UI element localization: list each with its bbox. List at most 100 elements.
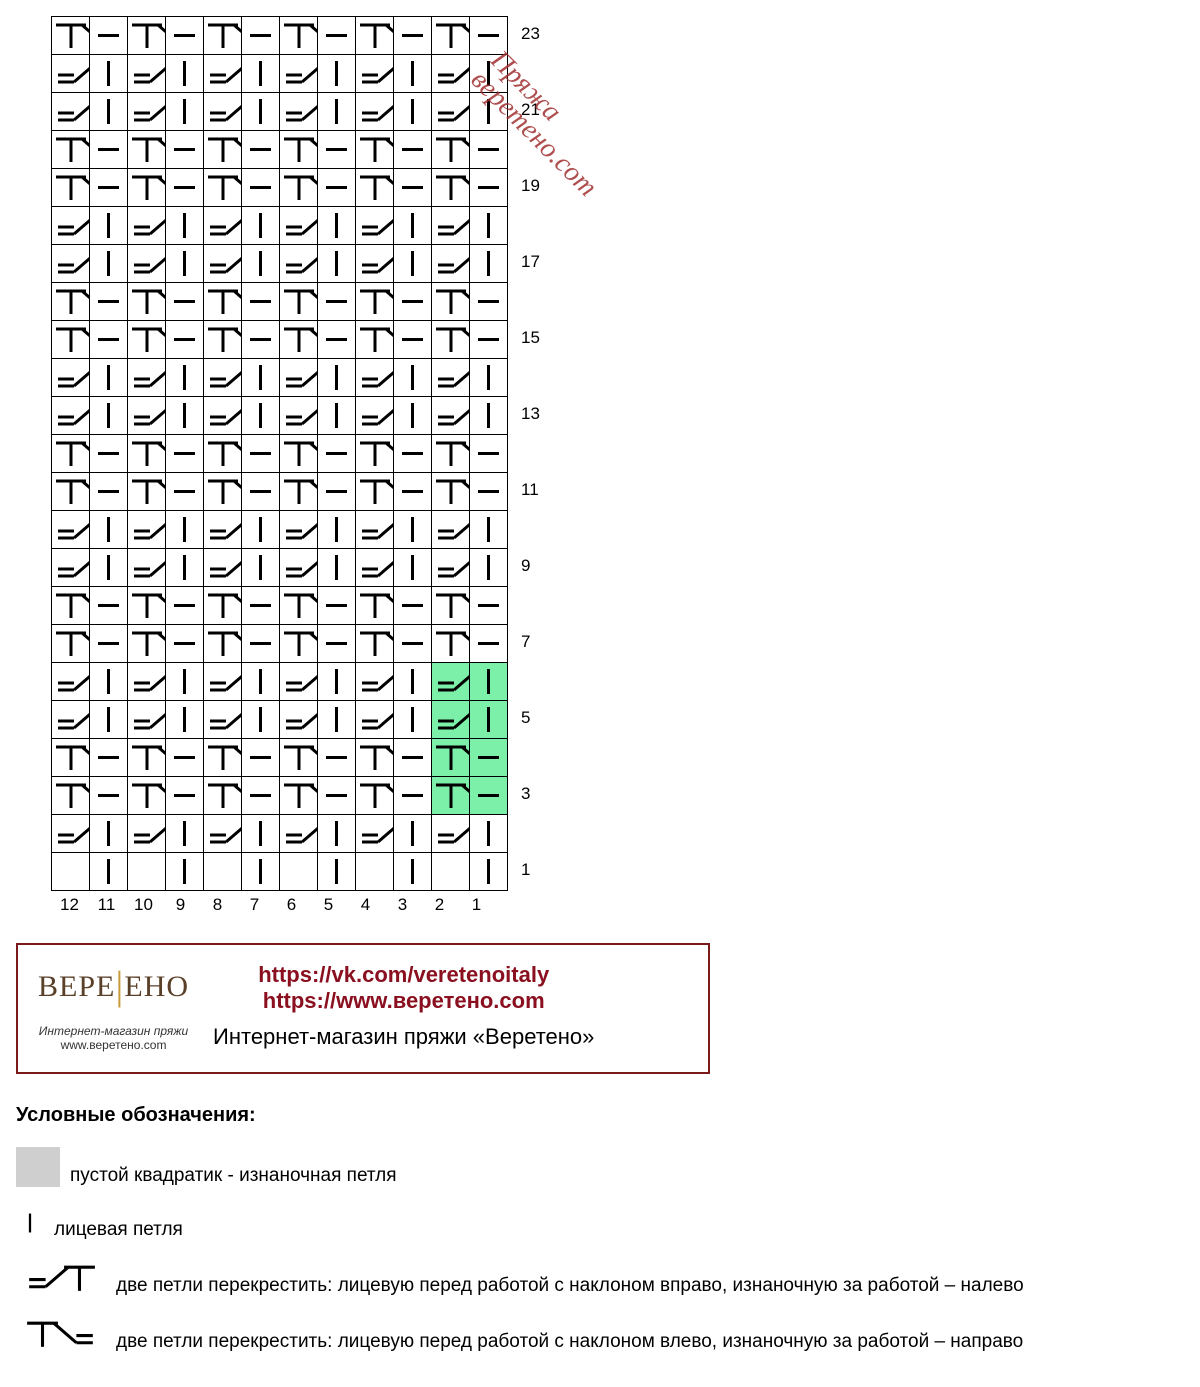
chart-cell (90, 473, 128, 511)
chart-cell (394, 435, 432, 473)
chart-cell (52, 473, 90, 511)
chart-cell (356, 587, 394, 625)
col-label: 12 (51, 895, 88, 915)
chart-cell (394, 739, 432, 777)
chart-cell (432, 511, 470, 549)
chart-cell (318, 359, 356, 397)
chart-cell (318, 55, 356, 93)
chart-cell (394, 207, 432, 245)
chart-cell (204, 473, 242, 511)
chart-cell (280, 55, 318, 93)
chart-cell (318, 283, 356, 321)
chart-cell (280, 169, 318, 207)
chart-cell (166, 511, 204, 549)
chart-cell (356, 169, 394, 207)
chart-cell (394, 511, 432, 549)
chart-cell (204, 663, 242, 701)
chart-cell (432, 93, 470, 131)
chart-cell (318, 701, 356, 739)
chart-cell (128, 815, 166, 853)
chart-cell (52, 511, 90, 549)
chart-cell (470, 131, 508, 169)
chart-cell (318, 397, 356, 435)
chart-cell (242, 131, 280, 169)
col-label: 8 (199, 895, 236, 915)
chart-cell (204, 131, 242, 169)
chart-cell (470, 549, 508, 587)
chart-cell (204, 321, 242, 359)
chart-cell (90, 511, 128, 549)
chart-cell (394, 815, 432, 853)
chart-cell (356, 397, 394, 435)
chart-cell (166, 473, 204, 511)
chart-cell (166, 625, 204, 663)
chart-cell (394, 131, 432, 169)
chart-cell (470, 207, 508, 245)
chart-cell (280, 17, 318, 55)
link-vk[interactable]: https://vk.com/veretenoitaly (213, 962, 594, 988)
chart-cell (280, 777, 318, 815)
chart-cell (432, 815, 470, 853)
chart-cell (432, 245, 470, 283)
chart-cell (204, 17, 242, 55)
chart-cell (204, 55, 242, 93)
chart-cell (318, 511, 356, 549)
chart-cell (318, 435, 356, 473)
row-label: 15 (521, 328, 540, 348)
chart-cell (52, 55, 90, 93)
row-label: 19 (521, 176, 540, 196)
row-label: 1 (521, 860, 530, 880)
chart-cell (470, 739, 508, 777)
chart-cell (280, 663, 318, 701)
chart-cell (52, 131, 90, 169)
chart-cell (166, 739, 204, 777)
chart-cell (470, 701, 508, 739)
chart-cell (128, 321, 166, 359)
link-site[interactable]: https://www.веретено.com (213, 988, 594, 1014)
chart-cell (166, 397, 204, 435)
chart-cell (166, 587, 204, 625)
chart-cell (242, 663, 280, 701)
chart-cell (318, 663, 356, 701)
chart-cell (242, 17, 280, 55)
chart-cell (356, 55, 394, 93)
chart-cell (432, 435, 470, 473)
logo-tagline: Интернет-магазин пряжи (38, 1024, 189, 1038)
chart-cell (52, 549, 90, 587)
chart-cell (166, 55, 204, 93)
chart-cell (280, 283, 318, 321)
chart-cell (242, 55, 280, 93)
chart-cell (356, 93, 394, 131)
chart-cell (90, 397, 128, 435)
chart-cell (90, 777, 128, 815)
chart-cell (90, 587, 128, 625)
chart-cell (242, 511, 280, 549)
chart-cell (394, 55, 432, 93)
row-label: 9 (521, 556, 530, 576)
chart-cell (394, 549, 432, 587)
chart-cell (90, 207, 128, 245)
chart-cell (242, 701, 280, 739)
chart-cell (432, 207, 470, 245)
chart-cell (204, 435, 242, 473)
chart-cell (52, 245, 90, 283)
chart-cell (204, 397, 242, 435)
chart-cell (356, 207, 394, 245)
chart-cell (52, 207, 90, 245)
chart-cell (394, 245, 432, 283)
chart-cell (356, 625, 394, 663)
legend-text: две петли перекрестить: лицевую перед ра… (116, 1331, 1023, 1353)
legend-text: две петли перекрестить: лицевую перед ра… (116, 1275, 1024, 1297)
chart-cell (90, 625, 128, 663)
chart-cell (470, 625, 508, 663)
col-label: 6 (273, 895, 310, 915)
chart-cell (166, 777, 204, 815)
chart-cell (394, 473, 432, 511)
chart-cell (242, 245, 280, 283)
col-label: 2 (421, 895, 458, 915)
chart-cell (52, 701, 90, 739)
chart-cell (432, 321, 470, 359)
chart-cell (242, 207, 280, 245)
chart-cell (432, 17, 470, 55)
chart-cell (90, 55, 128, 93)
